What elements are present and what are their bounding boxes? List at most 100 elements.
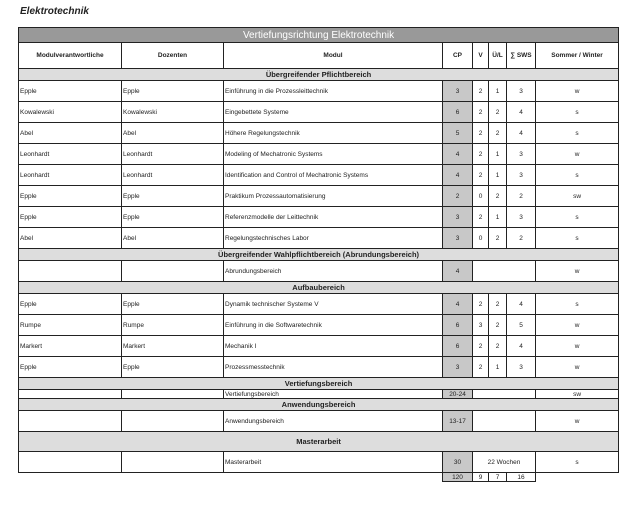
table-title: Vertiefungsrichtung Elektrotechnik (17, 27, 620, 43)
cell: 4 (442, 260, 473, 282)
cell: Abel (18, 122, 122, 144)
cell: 2 (488, 122, 507, 144)
cell: 2 (488, 227, 507, 249)
section-header: Aufbaubereich (17, 281, 620, 294)
cell: s (534, 293, 620, 315)
column-header: Sommer / Winter (534, 42, 620, 69)
section-header: Vertiefungsbereich (17, 377, 620, 390)
table-row: Epple Epple Prozessmesstechnik 3 2 1 3 w (18, 356, 620, 378)
cell: 4 (442, 143, 473, 165)
cell: 2 (506, 227, 536, 249)
cell: 20-24 (442, 389, 473, 399)
cell (472, 410, 536, 432)
column-header: Ü/L (488, 42, 507, 69)
cell: Leonhardt (121, 143, 224, 165)
cell: 2 (472, 122, 489, 144)
total-cell: 7 (488, 472, 507, 482)
cell: Epple (18, 356, 122, 378)
cell: w (534, 80, 620, 102)
cell: Epple (18, 80, 122, 102)
cell: 2 (488, 335, 507, 357)
cell: 2 (472, 335, 489, 357)
cell: 5 (442, 122, 473, 144)
cell: sw (534, 389, 620, 399)
cell: Epple (121, 356, 224, 378)
cell: w (534, 410, 620, 432)
cell: Rumpe (121, 314, 224, 336)
cell: 3 (442, 356, 473, 378)
table-row: Abel Abel Regelungstechnisches Labor 3 0 2 2 s (18, 227, 620, 249)
cell: s (534, 164, 620, 186)
cell: Abel (121, 227, 224, 249)
cell: Epple (121, 293, 224, 315)
cell: 2 (472, 206, 489, 228)
cell: Epple (18, 293, 122, 315)
cell: 2 (472, 101, 489, 123)
total-cell: 16 (506, 472, 536, 482)
table-row: Anwendungsbereich 13-17 w (18, 410, 620, 432)
cell: Abel (18, 227, 122, 249)
cell: 4 (506, 293, 536, 315)
cell: Abrundungsbereich (223, 260, 443, 282)
cell: s (534, 122, 620, 144)
cell (121, 410, 224, 432)
cell: 13-17 (442, 410, 473, 432)
cell: w (534, 314, 620, 336)
cell: Leonhardt (121, 164, 224, 186)
cell: sw (534, 185, 620, 207)
table-row: Epple Epple Praktikum Prozessautomatisieru… (18, 185, 620, 207)
cell (121, 260, 224, 282)
cell: 2 (472, 356, 489, 378)
cell: 0 (472, 185, 489, 207)
cell: 22 Wochen (472, 451, 536, 473)
module-table: Vertiefungsrichtung Elektrotechnik Modul… (17, 27, 620, 482)
total-cell: 9 (472, 472, 489, 482)
cell: w (534, 335, 620, 357)
cell: 1 (488, 356, 507, 378)
cell: Kowalewski (18, 101, 122, 123)
section-header: Anwendungsbereich (17, 398, 620, 411)
cell: Epple (18, 206, 122, 228)
cell: w (534, 260, 620, 282)
cell: Leonhardt (18, 143, 122, 165)
cell: 2 (442, 185, 473, 207)
cell (18, 451, 122, 473)
cell: Rumpe (18, 314, 122, 336)
cell (18, 260, 122, 282)
cell: 3 (506, 356, 536, 378)
cell: 2 (472, 293, 489, 315)
page-heading: Elektrotechnik (20, 6, 89, 17)
cell: 2 (488, 101, 507, 123)
cell (472, 389, 536, 399)
table-row: Epple Epple Referenzmodelle der Leittechni… (18, 206, 620, 228)
column-header: ∑ SWS (506, 42, 536, 69)
cell: Modeling of Mechatronic Systems (223, 143, 443, 165)
cell: Epple (121, 80, 224, 102)
cell: Masterarbeit (223, 451, 443, 473)
cell: 2 (472, 80, 489, 102)
cell: 4 (442, 293, 473, 315)
table-row: Masterarbeit 30 22 Wochen s (18, 451, 620, 473)
cell: Anwendungsbereich (223, 410, 443, 432)
cell: 3 (442, 206, 473, 228)
cell: 4 (506, 101, 536, 123)
cell: 2 (472, 143, 489, 165)
cell: w (534, 356, 620, 378)
cell: 2 (472, 164, 489, 186)
cell: Einführung in die Softwaretechnik (223, 314, 443, 336)
column-header: Modul (223, 42, 443, 69)
cell: 6 (442, 335, 473, 357)
cell: Prozessmesstechnik (223, 356, 443, 378)
table-row: Abel Abel Höhere Regelungstechnik 5 2 2 4 s (18, 122, 620, 144)
table-row: Leonhardt Leonhardt Modeling of Mechatroni… (18, 143, 620, 165)
cell: Referenzmodelle der Leittechnik (223, 206, 443, 228)
cell: Markert (121, 335, 224, 357)
cell: Abel (121, 122, 224, 144)
cell: 4 (442, 164, 473, 186)
cell: Leonhardt (18, 164, 122, 186)
cell (18, 389, 122, 399)
cell: 2 (506, 185, 536, 207)
cell: 3 (506, 80, 536, 102)
cell: 3 (442, 80, 473, 102)
cell (121, 451, 224, 473)
